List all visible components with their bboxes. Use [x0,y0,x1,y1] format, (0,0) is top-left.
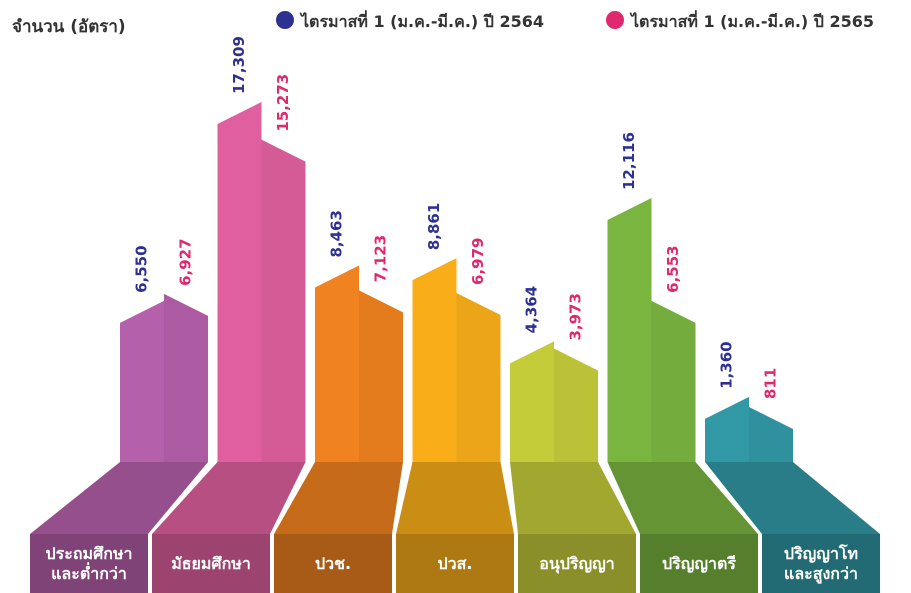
platform [30,462,208,534]
value-label: 6,553 [664,245,682,292]
bar [164,293,208,462]
value-label: 3,973 [567,293,585,340]
value-label: 1,360 [718,341,736,388]
bar [120,300,164,462]
category-label: ปวส. [396,534,514,593]
value-label: 12,116 [620,132,638,190]
value-label: 6,550 [133,245,151,292]
value-label: 6,927 [177,238,195,285]
value-label: 8,861 [425,203,443,250]
bar [749,407,793,462]
platform [607,462,758,534]
legend-label: ไตรมาสที่ 1 (ม.ค.-มี.ค.) ปี 2565 [629,10,874,31]
bar [510,341,554,462]
bar [359,290,403,462]
platform [705,462,880,534]
category-label: ปริญญาตรี [640,534,758,593]
value-label: 4,364 [523,286,541,333]
bar [456,292,501,462]
bar [651,300,696,462]
platform [396,462,514,534]
value-label: 6,979 [469,238,487,285]
value-label: 7,123 [372,235,390,282]
category-label: อนุปริญญา [518,534,636,593]
bar [554,348,598,462]
category-label: มัธยมศึกษา [152,534,270,593]
category-label: ประถมศึกษา และต่ำกว่า [30,534,148,593]
bar [261,139,306,462]
category-label: ปริญญาโท และสูงกว่า [762,534,880,593]
value-label: 15,273 [274,74,292,132]
bar [705,396,749,462]
platform [510,462,636,534]
platform [152,462,306,534]
bar [607,198,652,462]
value-label: 8,463 [328,210,346,257]
bar [315,265,359,462]
bar [412,258,457,462]
legend-marker [606,11,624,29]
platform [274,462,403,534]
legend-label: ไตรมาสที่ 1 (ม.ค.-มี.ค.) ปี 2564 [299,10,544,31]
value-label: 17,309 [230,36,248,94]
category-label: ปวช. [274,534,392,593]
legend-marker [276,11,294,29]
value-label: 811 [762,368,780,399]
bar [217,102,262,462]
y-axis-label: จำนวน (อัตรา) [12,17,126,37]
